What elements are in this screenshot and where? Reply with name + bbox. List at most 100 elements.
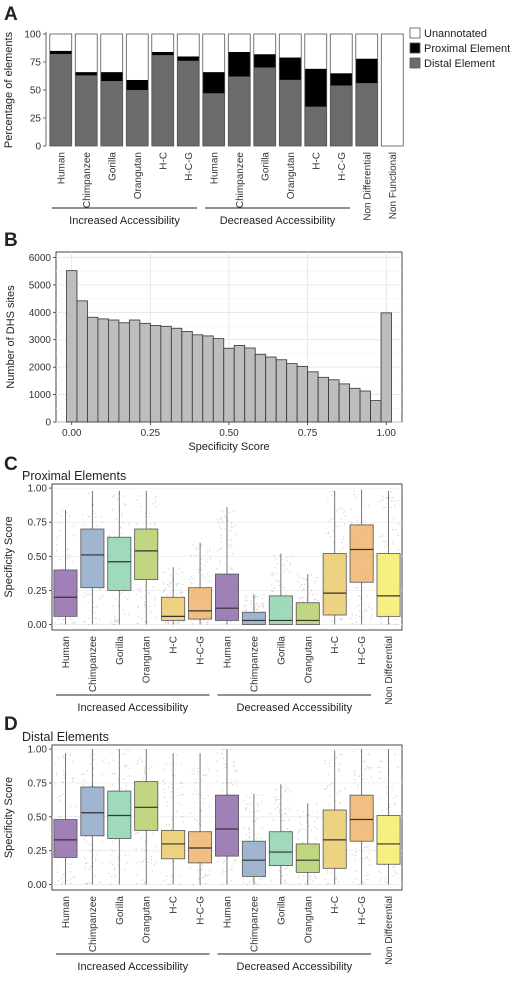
panel-c-jitter-point bbox=[60, 522, 62, 524]
panel-c-jitter-point bbox=[154, 497, 156, 499]
panel-d-jitter-point bbox=[189, 867, 191, 870]
panel-d-jitter-point bbox=[150, 862, 153, 864]
panel-c-jitter-point bbox=[190, 582, 193, 584]
panel-d-jitter-point bbox=[135, 863, 137, 865]
panel-b-histogram-bar bbox=[170, 327, 183, 423]
panel-d-jitter-point bbox=[365, 874, 367, 877]
panel-a-bar-segment bbox=[202, 34, 225, 73]
panel-c-jitter-point bbox=[306, 578, 308, 581]
panel-c-jitter-point bbox=[217, 518, 219, 521]
panel-d-jitter-point bbox=[394, 802, 397, 805]
panel-c-jitter-point bbox=[149, 605, 151, 608]
panel-b-y-tick-label: 0 bbox=[45, 418, 51, 429]
panel-c-jitter-point bbox=[304, 578, 307, 581]
panel-c-jitter-point bbox=[201, 574, 204, 576]
panel-c-jitter-point bbox=[144, 595, 147, 597]
panel-a-bar-outline bbox=[74, 33, 98, 147]
panel-c-jitter-point bbox=[254, 596, 257, 599]
panel-c-jitter-point bbox=[261, 605, 263, 608]
panel-d-jitter-point bbox=[339, 802, 341, 805]
panel-d-jitter-point bbox=[175, 867, 177, 870]
panel-c-jitter-point bbox=[270, 584, 273, 586]
panel-d-jitter-point bbox=[182, 821, 184, 823]
panel-a-bar-segment bbox=[330, 73, 353, 86]
panel-d-jitter-point bbox=[275, 799, 278, 801]
panel-c-jitter-point bbox=[343, 508, 345, 510]
panel-d-jitter-point bbox=[136, 874, 139, 876]
panel-c-jitter-point bbox=[245, 595, 248, 597]
panel-a-x-tick-label: H-C bbox=[311, 152, 322, 170]
panel-c-x-tick-label: Human bbox=[223, 636, 234, 668]
panel-a-y-tick-label: 75 bbox=[30, 58, 42, 69]
panel-d-jitter-point bbox=[378, 880, 380, 882]
panel-a-bar-segment bbox=[100, 72, 123, 82]
panel-d-jitter-point bbox=[125, 784, 128, 787]
panel-d-jitter-point bbox=[380, 797, 382, 799]
panel-c-jitter-point bbox=[363, 611, 365, 613]
panel-d-jitter-point bbox=[335, 800, 337, 802]
panel-d-jitter-point bbox=[328, 762, 331, 764]
panel-a-x-tick-label: H-C-G bbox=[337, 152, 348, 181]
panel-d-y-tick-label: 0.25 bbox=[28, 846, 48, 857]
panel-c-jitter-point bbox=[272, 574, 275, 577]
panel-c-jitter-point bbox=[58, 530, 61, 532]
panel-c-jitter-point bbox=[384, 506, 387, 509]
panel-c-jitter-point bbox=[302, 588, 305, 591]
panel-c-jitter-point bbox=[66, 547, 69, 550]
panel-c-jitter-point bbox=[195, 545, 197, 548]
panel-d-jitter-point bbox=[365, 761, 367, 763]
panel-d-jitter-point bbox=[368, 859, 371, 861]
panel-b-histogram-bar bbox=[160, 325, 172, 423]
panel-c-jitter-point bbox=[379, 536, 381, 538]
panel-d-jitter-point bbox=[165, 879, 167, 881]
panel-c-jitter-point bbox=[113, 495, 116, 497]
panel-c-jitter-point bbox=[116, 498, 118, 500]
panel-c-jitter-point bbox=[224, 622, 226, 625]
panel-c-jitter-point bbox=[127, 592, 129, 595]
panel-d-jitter-point bbox=[249, 811, 251, 813]
panel-c-jitter-point bbox=[101, 596, 103, 599]
panel-d-jitter-point bbox=[63, 757, 65, 759]
panel-c-jitter-point bbox=[343, 515, 346, 517]
panel-d-x-tick-label: H-C bbox=[330, 896, 341, 914]
panel-d-jitter-point bbox=[63, 777, 66, 779]
panel-d-jitter-point bbox=[56, 871, 59, 874]
panel-c-jitter-point bbox=[286, 559, 288, 562]
panel-d-jitter-point bbox=[397, 873, 399, 875]
panel-d-jitter-point bbox=[57, 868, 59, 870]
panel-d-jitter-point bbox=[335, 757, 337, 759]
panel-c-jitter-point bbox=[317, 599, 319, 602]
panel-d-jitter-point bbox=[275, 796, 277, 798]
panel-d-jitter-point bbox=[305, 883, 307, 886]
panel-c-jitter-point bbox=[196, 547, 199, 550]
panel-d-jitter-point bbox=[128, 750, 131, 752]
panel-c-jitter-point bbox=[244, 609, 246, 611]
panel-c-jitter-point bbox=[152, 503, 155, 505]
panel-d-jitter-point bbox=[162, 779, 165, 781]
panel-d-jitter-point bbox=[198, 823, 200, 825]
panel-c-jitter-point bbox=[200, 544, 203, 546]
panel-c-jitter-point bbox=[221, 510, 224, 513]
panel-d-jitter-point bbox=[302, 879, 304, 881]
panel-c-jitter-point bbox=[257, 605, 260, 608]
panel-d-jitter-point bbox=[62, 781, 65, 783]
panel-d-jitter-point bbox=[93, 785, 95, 787]
panel-c-jitter-point bbox=[56, 543, 58, 546]
panel-a-bar-segment bbox=[330, 85, 353, 146]
panel-d-jitter-point bbox=[207, 768, 210, 771]
panel-d-jitter-point bbox=[143, 772, 145, 774]
panel-c-x-tick-label: H-C bbox=[169, 636, 180, 654]
panel-d-jitter-point bbox=[370, 776, 372, 778]
panel-d-jitter-point bbox=[335, 878, 337, 880]
panel-d-jitter-point bbox=[109, 854, 112, 857]
panel-d-jitter-point bbox=[274, 808, 277, 810]
panel-c-jitter-point bbox=[136, 622, 139, 625]
panel-c-jitter-point bbox=[87, 594, 89, 596]
panel-c-jitter-point bbox=[371, 523, 373, 525]
panel-c-jitter-point bbox=[231, 544, 233, 546]
panel-d-jitter-point bbox=[144, 881, 146, 883]
panel-a-bar-segment bbox=[177, 34, 200, 57]
panel-d-jitter-point bbox=[380, 772, 382, 774]
panel-a-bar-segment bbox=[253, 34, 276, 55]
panel-a-bar-segment bbox=[355, 83, 378, 146]
